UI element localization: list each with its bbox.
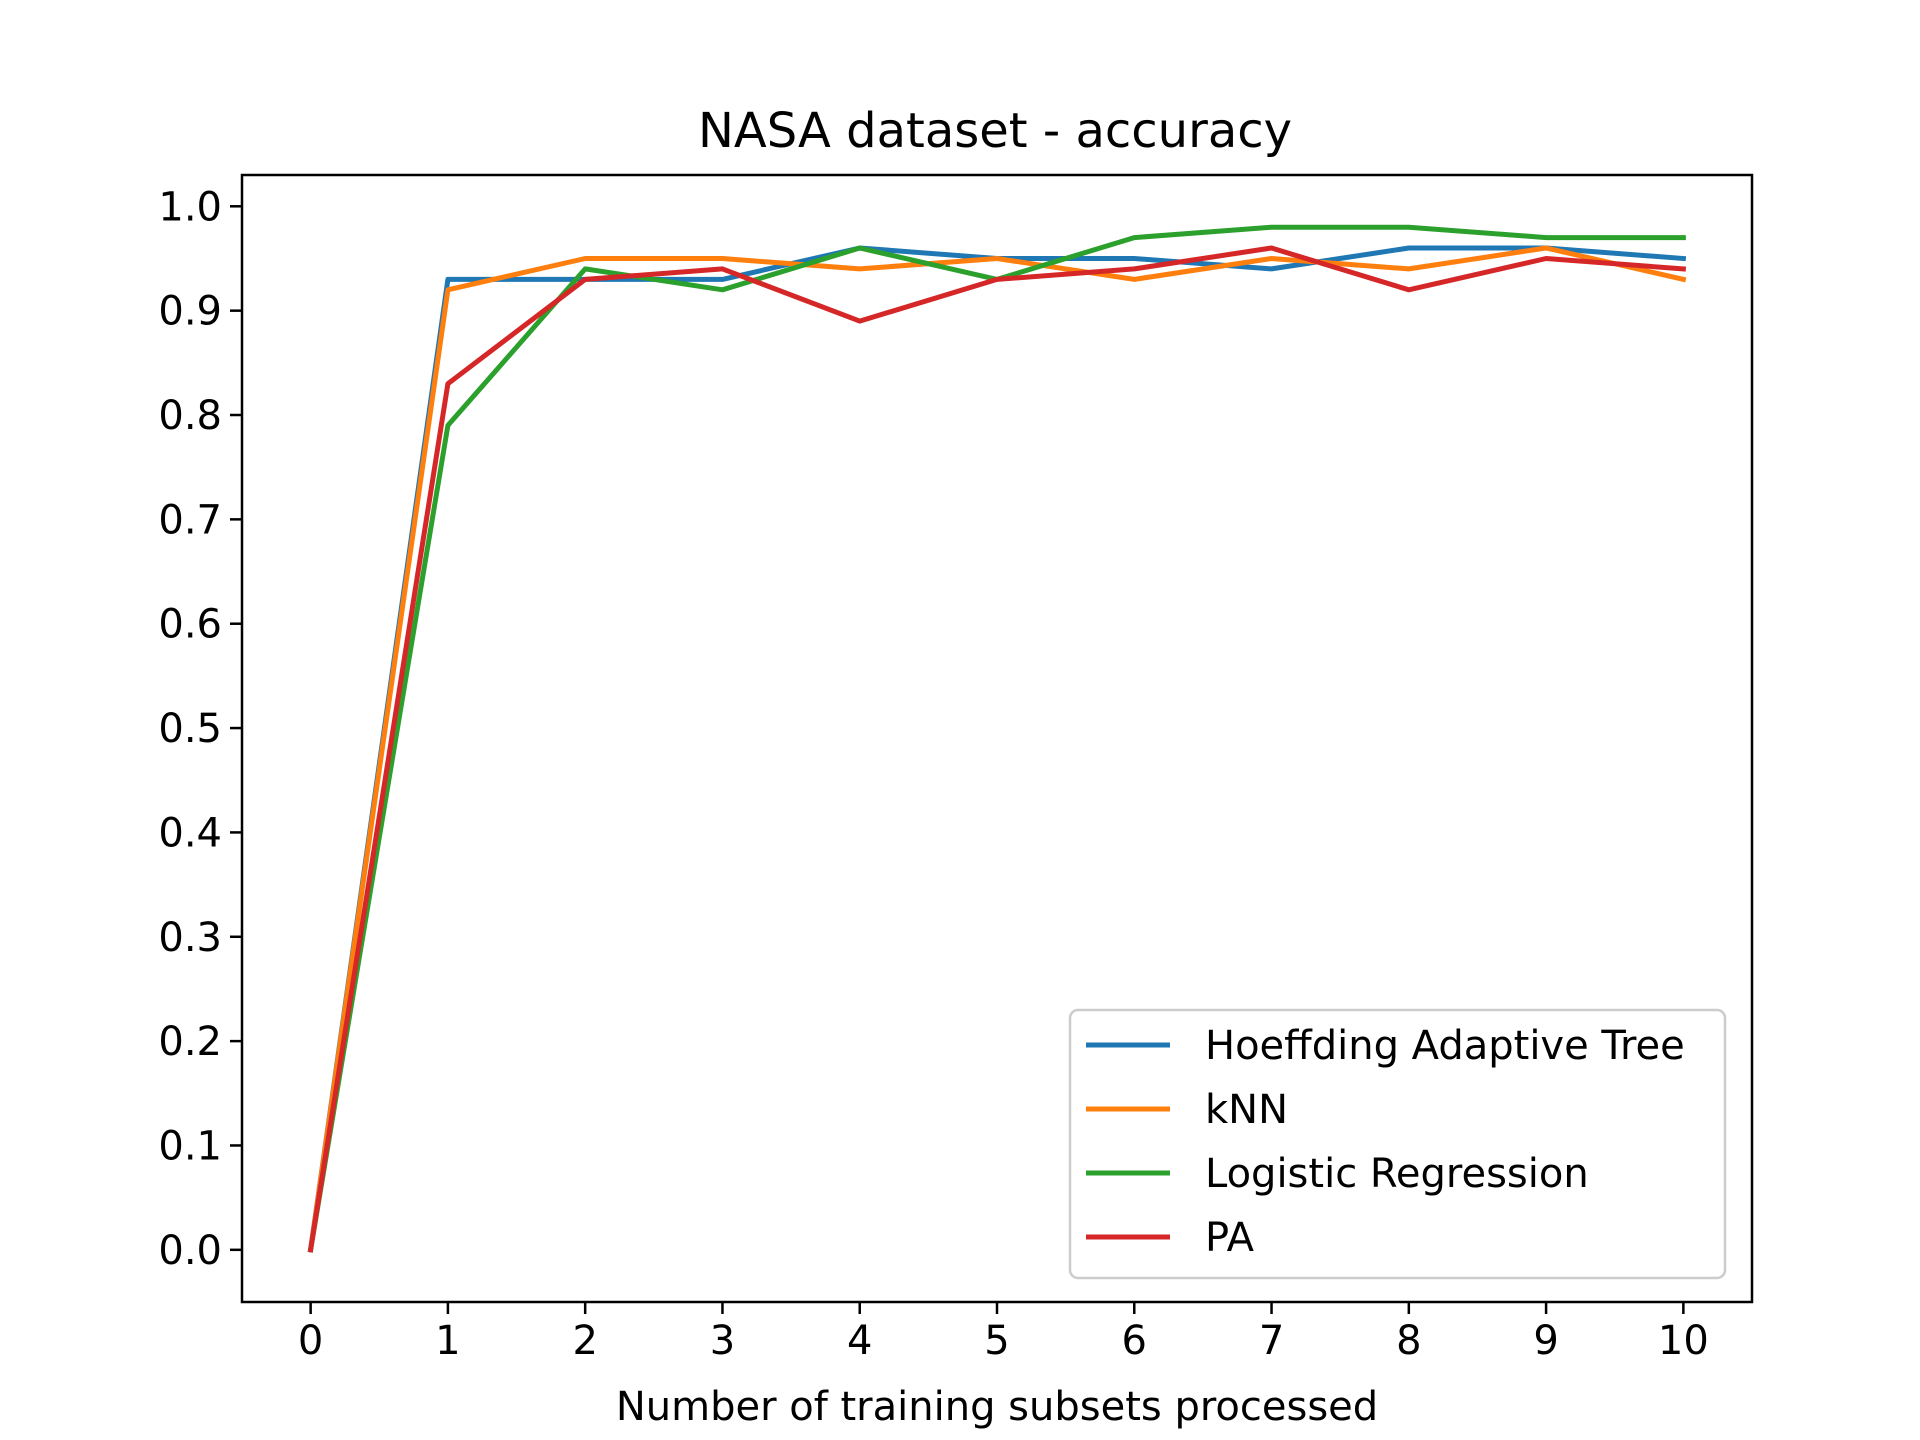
x-tick-label: 9 xyxy=(1533,1318,1558,1364)
x-tick-label: 10 xyxy=(1658,1318,1709,1364)
y-tick-label: 0.1 xyxy=(158,1123,222,1169)
series-1 xyxy=(307,245,1687,1253)
legend-label: PA xyxy=(1205,1215,1255,1261)
legend-label: kNN xyxy=(1205,1087,1288,1133)
y-tick-label: 1.0 xyxy=(158,184,222,230)
x-tick-label: 4 xyxy=(847,1318,872,1364)
x-tick-label: 3 xyxy=(710,1318,735,1364)
y-tick-label: 0.3 xyxy=(158,915,222,961)
legend: Hoeffding Adaptive Tree kNN Logistic Regre… xyxy=(1068,1008,1727,1280)
y-tick-label: 0.9 xyxy=(158,289,222,335)
y-tick-label: 0.2 xyxy=(158,1019,222,1065)
legend-item: Logistic Regression xyxy=(1086,1151,1589,1197)
legend-item: PA xyxy=(1086,1215,1255,1261)
legend-item: Hoeffding Adaptive Tree xyxy=(1086,1023,1685,1069)
x-tick-label: 6 xyxy=(1122,1318,1147,1364)
y-tick-label: 0.7 xyxy=(158,497,222,543)
y-tick-label: 0.5 xyxy=(158,706,222,752)
y-axis: 0.0 0.1 0.2 0.3 0.4 0.5 0.6 0.7 0.8 0.9 1.0 xyxy=(158,184,242,1274)
x-tick-label: 1 xyxy=(435,1318,460,1364)
x-axis: 0 1 2 3 4 5 6 7 8 9 10 xyxy=(298,1302,1709,1364)
series-line xyxy=(307,245,1687,1253)
x-tick-label: 2 xyxy=(572,1318,597,1364)
x-tick-label: 7 xyxy=(1259,1318,1284,1364)
series-layer xyxy=(307,224,1687,1253)
y-tick-label: 0.4 xyxy=(158,810,222,856)
legend-label: Hoeffding Adaptive Tree xyxy=(1205,1023,1685,1069)
series-3 xyxy=(307,245,1687,1253)
legend-item: kNN xyxy=(1086,1087,1288,1133)
x-tick-label: 8 xyxy=(1396,1318,1421,1364)
y-tick-label: 0.6 xyxy=(158,602,222,648)
legend-box xyxy=(1068,1008,1727,1280)
legend-label: Logistic Regression xyxy=(1205,1151,1589,1197)
x-tick-label: 5 xyxy=(984,1318,1009,1364)
y-tick-label: 0.0 xyxy=(158,1228,222,1274)
x-tick-label: 0 xyxy=(298,1318,323,1364)
x-axis-label: Number of training subsets processed xyxy=(616,1384,1378,1430)
chart-title: NASA dataset - accuracy xyxy=(698,103,1292,159)
y-tick-label: 0.8 xyxy=(158,393,222,439)
series-line xyxy=(307,245,1687,1253)
